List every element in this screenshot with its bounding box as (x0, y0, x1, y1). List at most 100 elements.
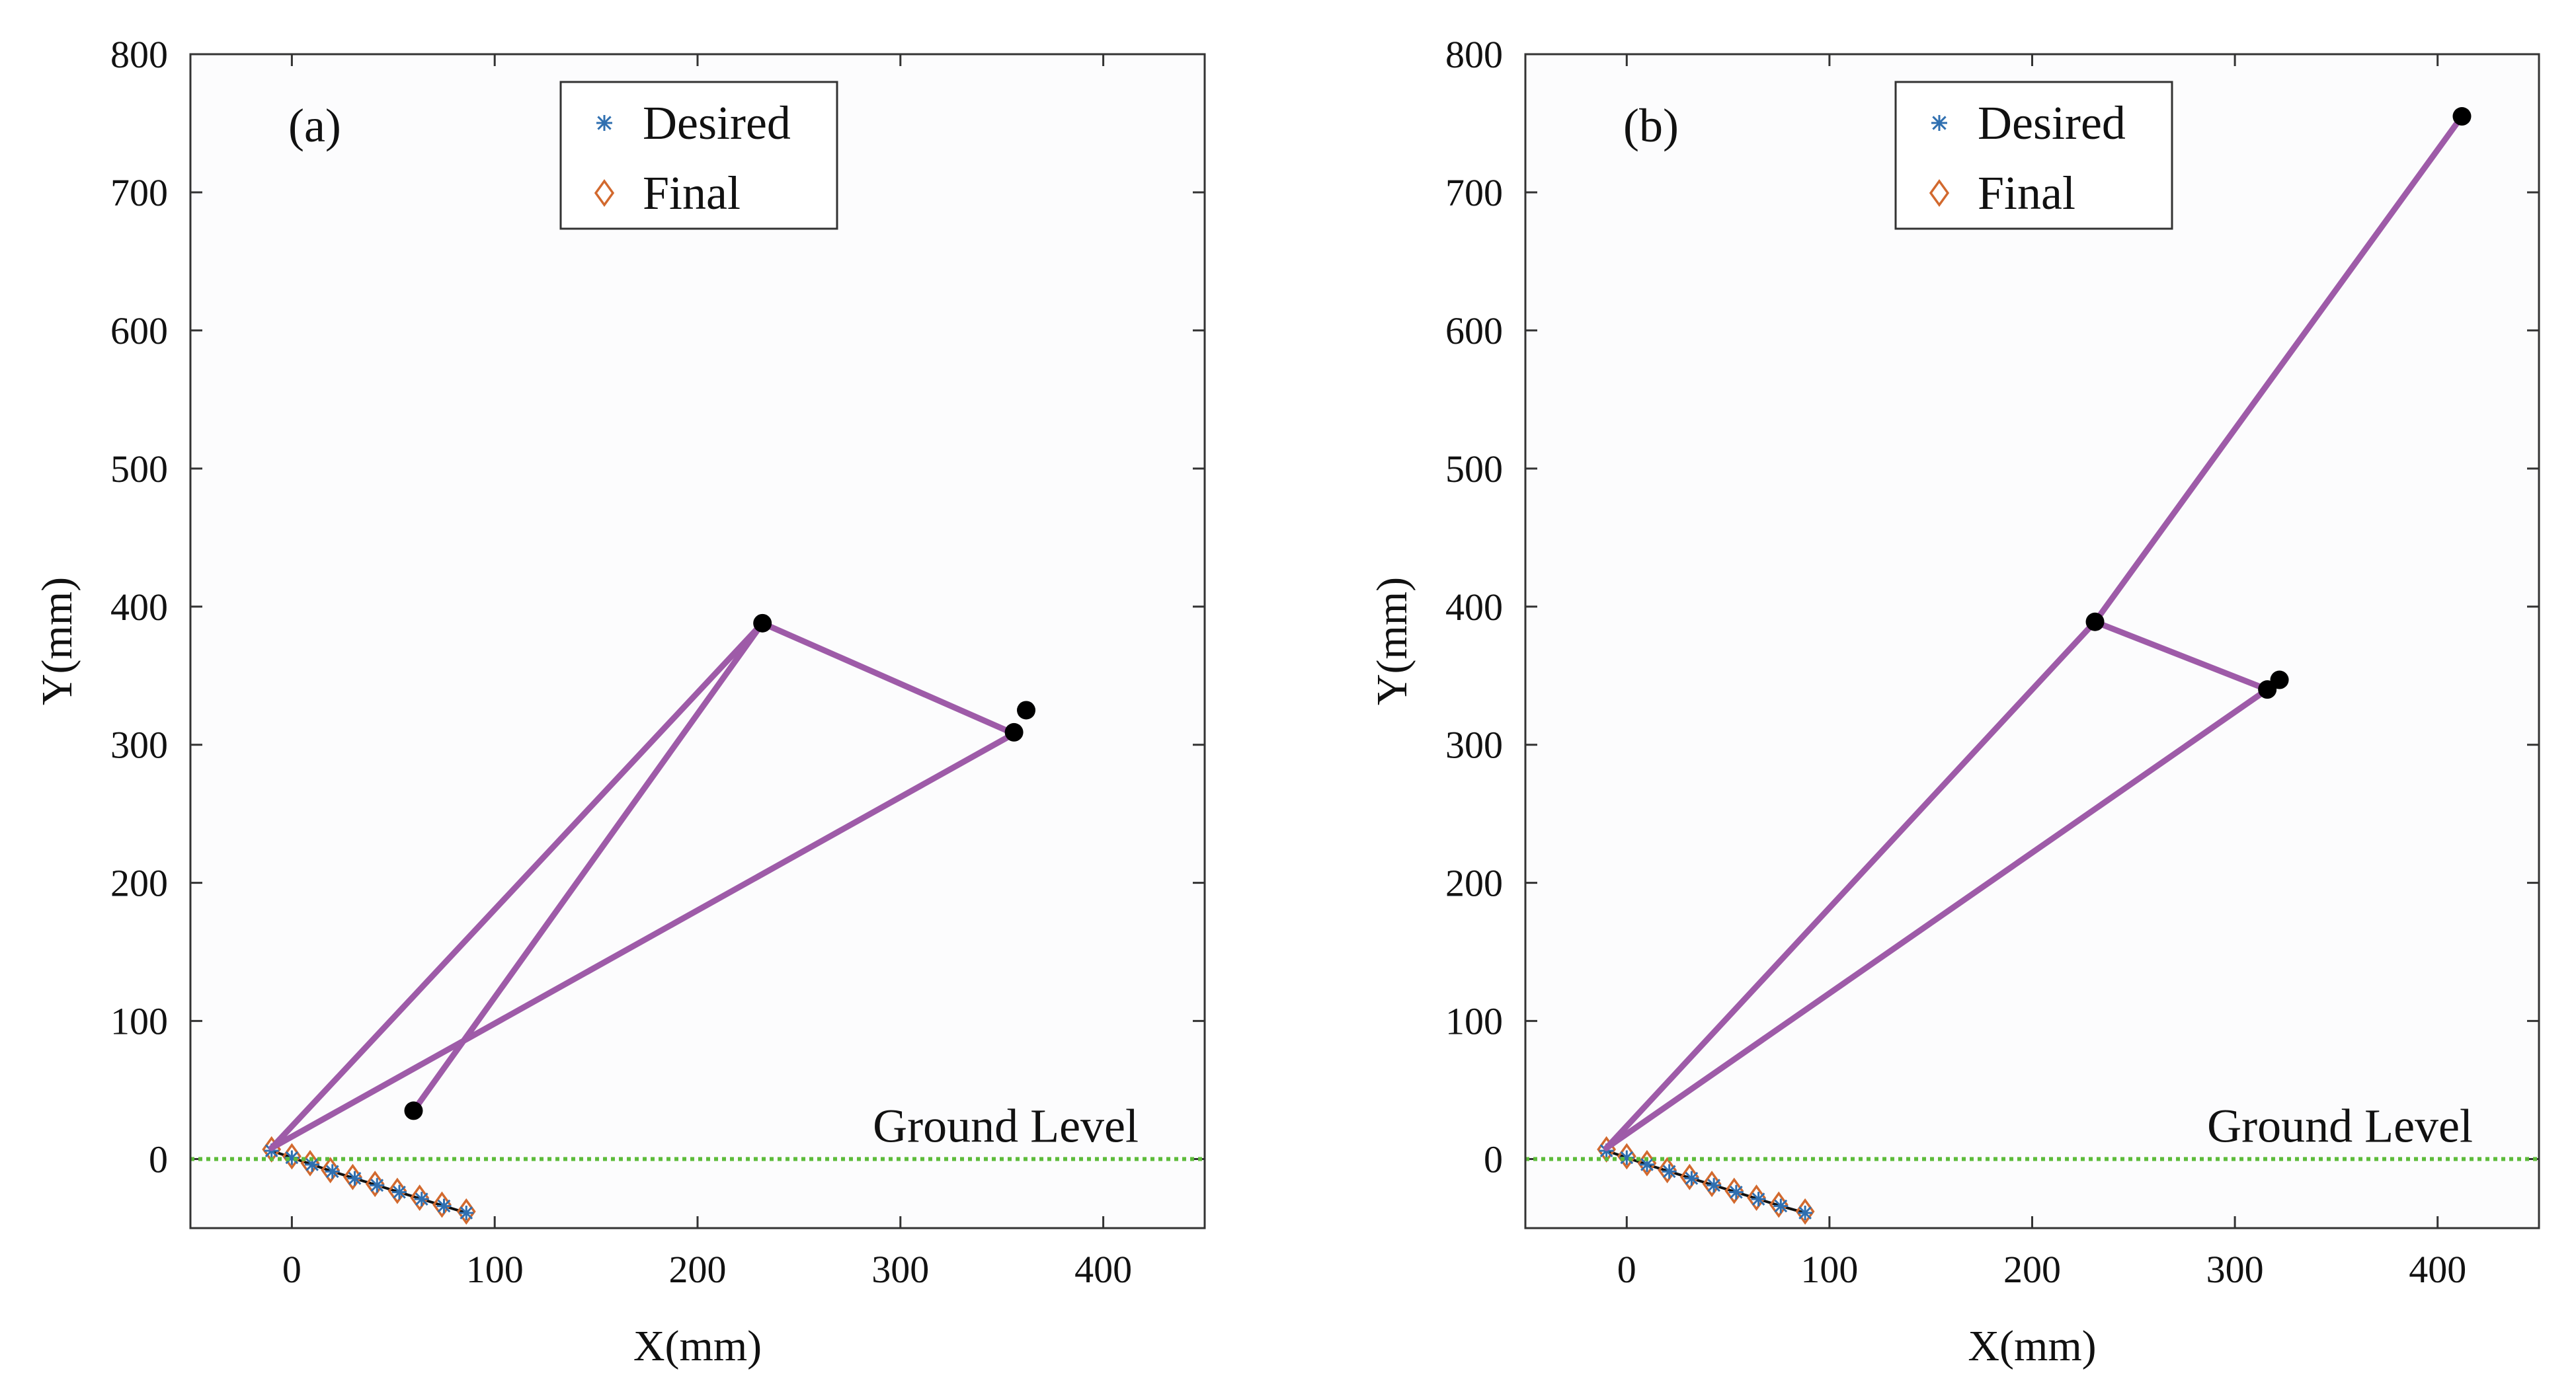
legend-desired-label-a: Desired (643, 97, 791, 149)
final-point-b-3 (1658, 1157, 1677, 1184)
final-point-b-8 (1769, 1191, 1789, 1218)
y-tick-label-b-0: 0 (1484, 1138, 1503, 1181)
final-point-b-5 (1702, 1171, 1722, 1198)
desired-point-a-6-stroke-d2 (393, 1185, 406, 1199)
legend-box-a (559, 81, 838, 230)
y-tick-label-b-400: 400 (1445, 586, 1503, 629)
legend-desired-label-b: Desired (1978, 97, 2126, 149)
desired-point-b-4 (1684, 1171, 1699, 1186)
axes-frame-a (189, 53, 1206, 1229)
final-point-a-5 (365, 1171, 385, 1198)
desired-point-b-5-stroke-d2 (1707, 1179, 1720, 1192)
y-tick-label-a-0: 0 (149, 1138, 168, 1181)
panel-label-b: (b) (1623, 99, 1679, 152)
legend-final-label-b: Final (1978, 167, 2075, 219)
x-tick-label-a-300: 300 (871, 1248, 929, 1291)
joint-point-b-3 (2270, 670, 2289, 689)
desired-point-b-7 (1751, 1192, 1766, 1207)
legend-desired-star-a-stroke-d2 (597, 116, 612, 130)
linkage-segment-a-1 (410, 620, 766, 1114)
legend-desired-star-b-stroke-d2 (1932, 116, 1947, 130)
desired-point-a-3 (325, 1164, 340, 1179)
linkage-segment-a-3 (268, 730, 1018, 1151)
panel-label-a: (a) (288, 99, 341, 152)
axes-frame-b (1524, 53, 2540, 1229)
desired-point-b-3 (1662, 1164, 1677, 1179)
linkage-segment-b-0 (1603, 619, 2099, 1151)
plot-area-b (1525, 54, 2539, 1228)
desired-point-a-3-stroke-d2 (325, 1165, 339, 1179)
desired-point-a-7-stroke-d2 (415, 1192, 428, 1206)
y-tick-label-a-200: 200 (110, 862, 168, 905)
legend-desired-star-b (1931, 115, 1947, 131)
legend-final-marker-b (1929, 179, 1950, 207)
joint-point-a-1 (404, 1101, 423, 1120)
desired-point-b-9-stroke-d2 (1798, 1206, 1812, 1220)
y-axis-label-a: Y(mm) (33, 577, 81, 705)
final-point-a-3 (321, 1157, 341, 1184)
legend-final-diamond-a (594, 179, 615, 207)
legend-desired-marker-a (596, 115, 612, 131)
trajectory-path-a (271, 1149, 467, 1214)
legend-b: Desired Final (1894, 81, 2173, 230)
legend-desired-marker-b (1931, 115, 1947, 131)
x-tick-label-a-0: 0 (282, 1248, 302, 1291)
x-tick-label-b-400: 400 (2409, 1248, 2466, 1291)
x-axis-label-a: X(mm) (633, 1322, 762, 1370)
y-tick-label-b-200: 200 (1445, 862, 1503, 905)
legend-final-diamond-b (1929, 179, 1950, 207)
x-tick-label-b-0: 0 (1617, 1248, 1636, 1291)
desired-point-a-2-stroke-d2 (305, 1158, 319, 1171)
trajectory-path-b (1605, 1149, 1806, 1214)
desired-point-b-8 (1773, 1198, 1789, 1214)
final-point-a-4 (343, 1163, 362, 1190)
linkage-segment-a-2 (759, 620, 1018, 737)
desired-point-a-8-stroke-d2 (437, 1199, 451, 1213)
desired-point-a-4 (347, 1171, 362, 1186)
final-point-a-6 (387, 1177, 407, 1204)
x-tick-label-a-200: 200 (669, 1248, 727, 1291)
y-tick-label-a-800: 800 (110, 33, 168, 76)
chart-panel-a: 0 100 200 300 400 0 100 200 300 400 500 600 700 800 (… (33, 33, 1206, 1370)
joint-point-a-0 (753, 613, 772, 633)
desired-point-a-8 (436, 1198, 452, 1214)
y-tick-label-b-800: 800 (1445, 33, 1503, 76)
y-axis-label-b: Y(mm) (1368, 577, 1416, 705)
desired-point-a-9 (459, 1206, 474, 1221)
joint-point-b-0 (2085, 612, 2105, 631)
desired-point-a-4-stroke-d2 (348, 1171, 362, 1185)
linkage-segment-b-2 (2092, 619, 2271, 693)
legend-box-b (1894, 81, 2173, 230)
desired-point-b-6 (1728, 1184, 1744, 1200)
legend-final-label-a: Final (643, 167, 741, 219)
desired-point-a-7 (414, 1192, 429, 1207)
desired-point-b-3-stroke-d2 (1662, 1165, 1676, 1179)
joint-point-a-2 (1004, 722, 1024, 742)
desired-point-b-4-stroke-d2 (1685, 1171, 1699, 1185)
y-tick-label-a-100: 100 (110, 1000, 168, 1043)
x-tick-label-a-100: 100 (466, 1248, 524, 1291)
desired-point-b-1-stroke-d2 (1620, 1151, 1634, 1165)
desired-point-b-6-stroke-d2 (1730, 1185, 1743, 1199)
y-tick-label-a-500: 500 (110, 447, 168, 490)
plot-area-a (190, 54, 1205, 1228)
legend-a: Desired Final (559, 81, 838, 230)
joint-point-a-3 (1017, 701, 1036, 720)
x-tick-label-b-200: 200 (2003, 1248, 2061, 1291)
y-tick-label-a-300: 300 (110, 724, 168, 767)
joint-point-b-1 (2452, 107, 2472, 126)
final-point-b-7 (1747, 1184, 1766, 1212)
linkage-segment-a-0 (268, 620, 766, 1151)
y-tick-label-b-700: 700 (1445, 171, 1503, 214)
final-point-a-7 (410, 1184, 430, 1212)
y-tick-label-b-600: 600 (1445, 309, 1503, 352)
y-tick-label-b-300: 300 (1445, 724, 1503, 767)
desired-point-a-5 (370, 1178, 385, 1193)
desired-point-b-5 (1707, 1178, 1722, 1193)
desired-point-a-9-stroke-d2 (460, 1206, 473, 1220)
linkage-segment-b-1 (2092, 113, 2465, 625)
legend-final-marker-a (594, 179, 615, 207)
y-tick-label-a-700: 700 (110, 171, 168, 214)
x-tick-label-a-400: 400 (1074, 1248, 1132, 1291)
